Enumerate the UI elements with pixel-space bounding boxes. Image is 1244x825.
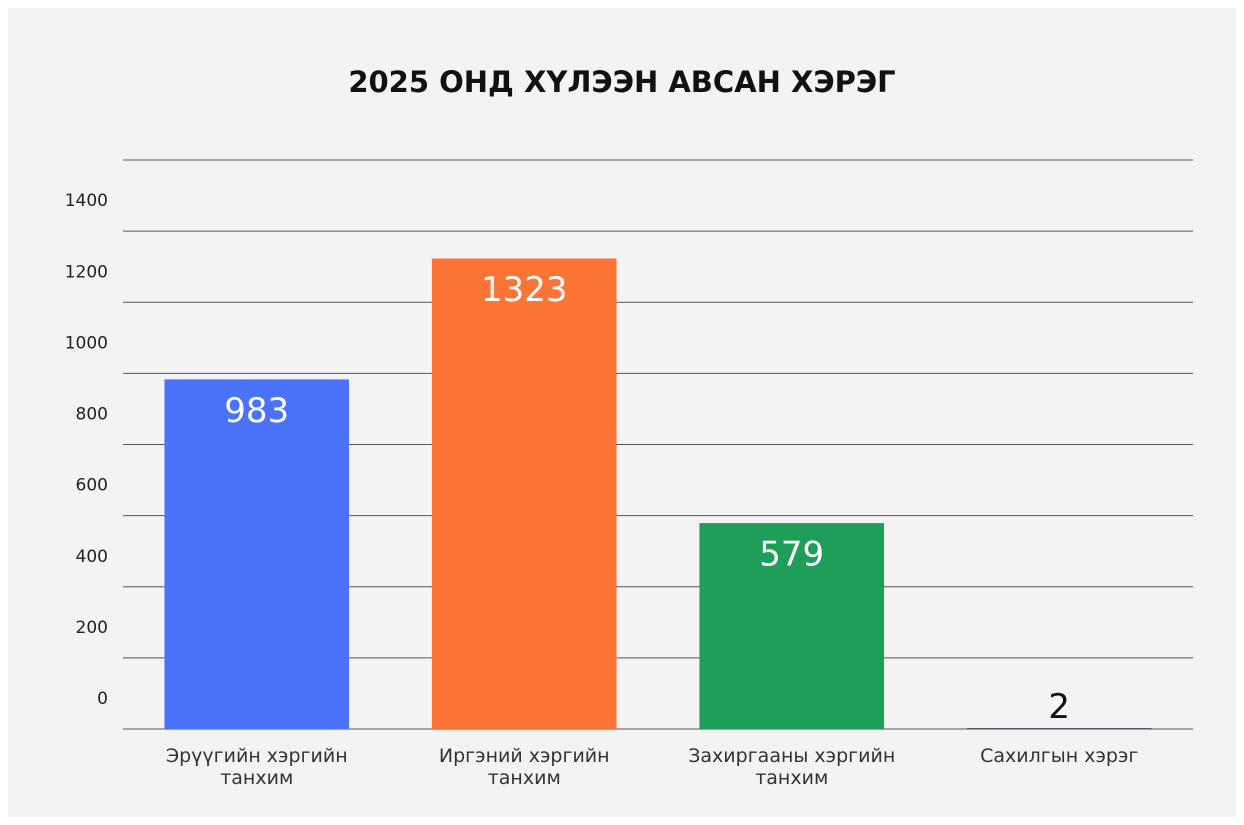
- value-label: 983: [224, 391, 289, 431]
- y-tick-label: 1200: [65, 262, 108, 282]
- y-tick-label: 1000: [65, 333, 108, 353]
- x-tick-label: Захиргааны хэргийн танхим: [688, 745, 896, 789]
- y-tick-label: 600: [76, 476, 108, 496]
- y-tick-label: 400: [76, 547, 108, 567]
- chart-title: 2025 ОНД ХҮЛЭЭН АВСАН ХЭРЭГ: [348, 65, 895, 99]
- y-tick-label: 800: [76, 405, 108, 425]
- x-tick-label: Иргэний хэргийн танхим: [438, 745, 610, 789]
- value-label: 2: [1048, 687, 1070, 727]
- bar: [966, 728, 1152, 729]
- bar: [699, 523, 885, 729]
- bar: [164, 379, 350, 729]
- x-tick-label: Сахилгын хэрэг: [980, 745, 1139, 767]
- bar: [431, 258, 617, 729]
- x-tick-label: Эрүүгийн хэргийн танхим: [165, 745, 348, 789]
- value-label: 1323: [481, 270, 568, 310]
- y-tick-label: 200: [76, 618, 108, 638]
- y-tick-label: 1400: [65, 191, 108, 211]
- y-tick-label: 0: [97, 689, 108, 709]
- value-label: 579: [759, 535, 824, 575]
